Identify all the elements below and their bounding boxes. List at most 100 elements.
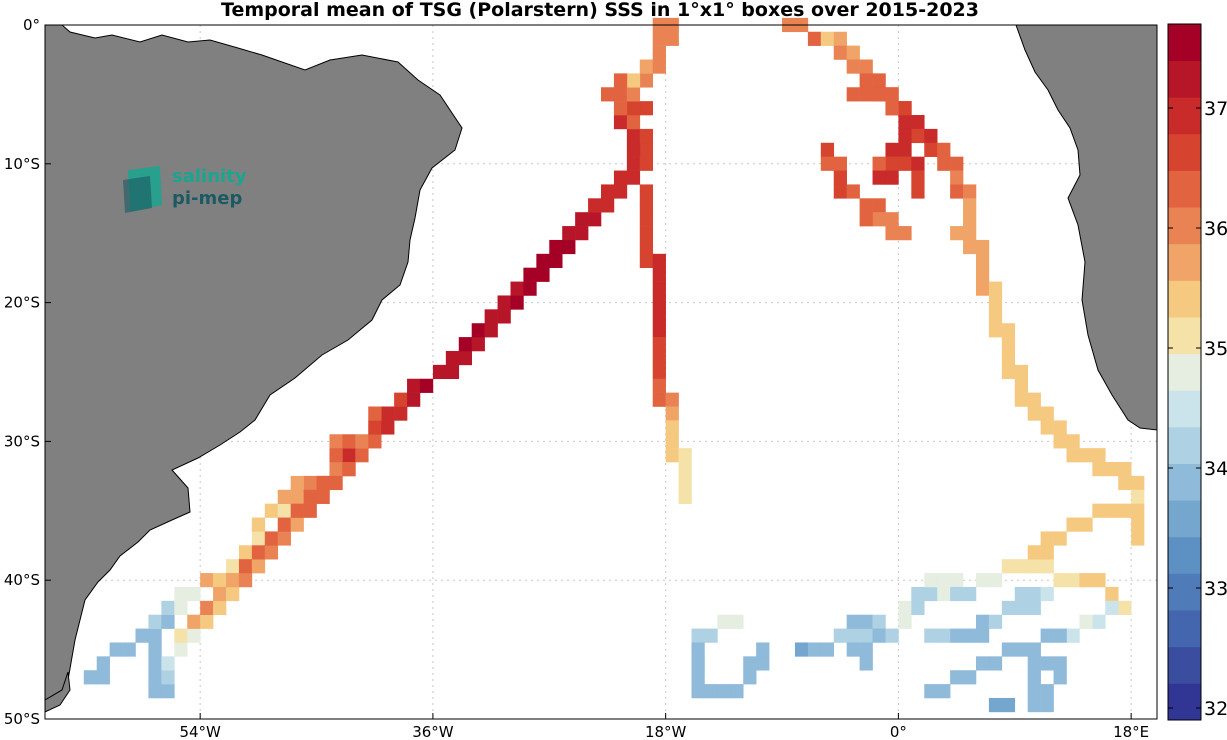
salinity-cell: [950, 586, 964, 602]
salinity-cell: [588, 198, 602, 213]
salinity-cell: [148, 628, 162, 643]
salinity-cell: [1027, 545, 1041, 560]
salinity-cell: [381, 406, 395, 421]
africa-land: [1015, 24, 1158, 431]
salinity-cell: [303, 503, 317, 518]
salinity-cell: [639, 226, 654, 241]
salinity-cell: [885, 87, 899, 102]
salinity-cell: [1053, 531, 1067, 546]
y-tick-label: 30°S: [4, 432, 40, 450]
salinity-cell: [562, 226, 576, 241]
salinity-cell: [950, 170, 964, 185]
y-tick-label: 40°S: [4, 571, 40, 589]
salinity-cell: [303, 489, 317, 504]
colorbar-segments: [1168, 24, 1201, 721]
salinity-cell: [626, 142, 641, 157]
salinity-cell: [342, 462, 356, 477]
x-tick-label: 18°W: [645, 723, 687, 740]
salinity-cell: [277, 531, 291, 546]
salinity-cell: [1053, 434, 1067, 449]
salinity-cell: [937, 573, 951, 588]
salinity-cell: [859, 212, 873, 227]
salinity-cell: [652, 295, 666, 310]
salinity-cell: [329, 434, 343, 449]
x-tick-label: 36°W: [412, 723, 454, 740]
salinity-cell: [407, 392, 421, 407]
salinity-cell: [1118, 600, 1132, 615]
x-tick-label: 54°W: [179, 723, 221, 740]
salinity-cell: [898, 142, 912, 157]
salinity-cell: [251, 559, 266, 574]
salinity-cell: [652, 309, 666, 324]
salinity-cell: [601, 198, 615, 213]
salinity-cell: [885, 101, 899, 116]
salinity-cell: [1066, 448, 1080, 463]
salinity-cell: [122, 642, 136, 657]
salinity-cell: [161, 600, 175, 615]
salinity-cell: [665, 420, 679, 435]
salinity-cell: [174, 586, 188, 602]
salinity-cell: [678, 475, 692, 491]
salinity-cell: [652, 350, 666, 366]
salinity-cell: [368, 420, 382, 435]
salinity-cell: [846, 45, 860, 60]
salinity-cell: [975, 614, 990, 629]
salinity-cell: [161, 656, 175, 671]
salinity-cell: [963, 628, 977, 643]
salinity-cell: [148, 614, 162, 629]
salinity-cell: [1027, 586, 1041, 602]
salinity-cell: [898, 156, 912, 171]
salinity-cell: [1105, 462, 1119, 477]
salinity-cell: [329, 475, 343, 491]
salinity-cell: [937, 142, 951, 157]
salinity-cell: [290, 517, 304, 532]
salinity-cell: [1105, 503, 1119, 518]
salinity-cell: [898, 600, 912, 615]
salinity-cell: [109, 642, 123, 657]
salinity-cell: [613, 184, 628, 199]
colorbar-segment: [1168, 573, 1201, 611]
salinity-cell: [316, 475, 330, 491]
salinity-cell: [251, 517, 266, 532]
salinity-cell: [626, 87, 641, 102]
salinity-cell: [963, 184, 977, 199]
salinity-cell: [1001, 323, 1016, 338]
salinity-cell: [691, 670, 705, 685]
salinity-cell: [704, 684, 718, 699]
salinity-cell: [264, 503, 279, 518]
salinity-cell: [1027, 392, 1041, 407]
salinity-cell: [911, 156, 925, 171]
map-area: 54°W 36°W 18°W 0° 18°E 0° 10°S 20°S 30°S 40°S 50°…: [4, 16, 1158, 740]
salinity-cell: [639, 239, 654, 255]
salinity-cell: [988, 573, 1003, 588]
salinity-cell: [911, 600, 925, 615]
salinity-cell: [937, 684, 951, 699]
colorbar-segment: [1168, 280, 1201, 318]
colorbar-segment: [1168, 207, 1201, 245]
salinity-cell: [730, 614, 744, 629]
salinity-cell: [1027, 684, 1041, 699]
salinity-cell: [846, 184, 860, 199]
salinity-cell: [950, 156, 964, 171]
salinity-cell: [1027, 600, 1041, 615]
salinity-cell: [510, 295, 524, 310]
salinity-cell: [911, 170, 925, 185]
salinity-cell: [859, 656, 873, 671]
salinity-cell: [1066, 628, 1080, 643]
salinity-cell: [445, 364, 460, 380]
salinity-cell: [975, 253, 990, 268]
salinity-cell: [652, 378, 666, 393]
salinity-cell: [368, 406, 382, 421]
salinity-cell: [937, 628, 951, 643]
salinity-cell: [226, 573, 240, 588]
salinity-cell: [872, 156, 886, 171]
salinity-cell: [898, 226, 912, 241]
salinity-cell: [833, 170, 847, 185]
salinity-cell: [924, 586, 938, 602]
salinity-cell: [174, 642, 188, 657]
salinity-cell: [1040, 531, 1054, 546]
salinity-cell: [859, 87, 873, 102]
salinity-cell: [251, 545, 266, 560]
salinity-cell: [975, 267, 990, 282]
